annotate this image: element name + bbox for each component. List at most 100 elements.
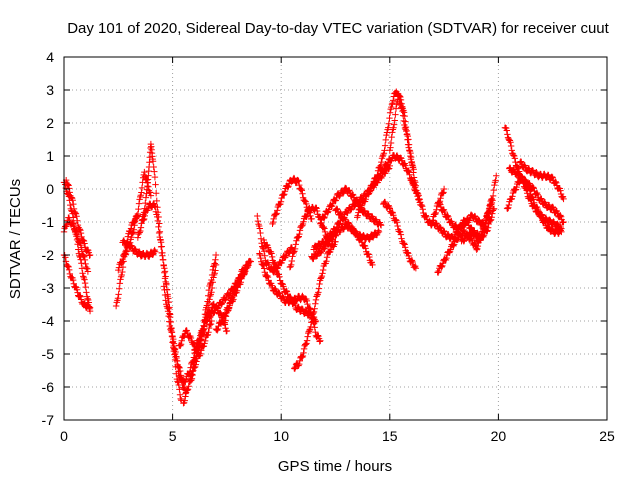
data-point [148,204,155,211]
data-point [408,159,415,166]
data-point [199,327,206,334]
data-point [176,391,184,398]
data-point [299,352,307,360]
data-point [127,242,135,249]
data-point [380,150,388,157]
data-point [530,196,537,203]
data-point [405,136,412,143]
data-point [162,273,169,280]
data-point [222,313,230,320]
data-point [166,322,174,330]
data-point [158,243,165,250]
data-point [357,206,364,214]
data-point [164,308,172,315]
data-point [70,200,77,208]
data-point [232,283,240,291]
data-point [159,249,166,257]
data-point [200,326,207,333]
data-point [391,117,398,124]
data-point [385,120,393,127]
data-point [86,304,94,311]
data-point [291,245,299,253]
data-point [299,305,306,313]
data-point [414,190,422,198]
data-point [409,258,416,266]
data-point [116,280,124,287]
data-point [382,136,389,144]
data-point [295,177,302,185]
data-point [394,222,401,230]
data-point [197,350,204,358]
data-point [157,239,165,246]
data-point [78,260,85,267]
data-point [408,257,415,265]
data-point [203,318,210,325]
data-point [268,250,275,257]
data-point [318,272,326,280]
data-point [260,262,267,269]
data-point [317,337,324,344]
data-point [303,337,311,344]
data-point [218,300,226,307]
data-point [160,261,167,269]
y-tick-label: -4 [42,313,55,329]
data-point [445,213,452,221]
data-point [480,232,488,239]
data-point [164,304,171,312]
data-point [393,219,401,226]
data-point [312,296,320,304]
data-point [296,227,304,234]
data-point [173,357,181,364]
data-point [387,157,395,165]
data-point [260,248,268,255]
data-point [83,289,90,296]
data-point [443,254,450,262]
data-point [331,241,338,248]
data-point [287,261,295,269]
data-point [82,260,89,268]
series-arc-29 [371,152,424,206]
data-point [320,214,328,222]
data-point [151,168,158,175]
data-point [77,296,85,303]
data-point [153,197,160,205]
data-point [432,210,439,218]
data-point [188,375,196,382]
data-point [257,254,264,262]
data-point [127,225,135,232]
data-point [485,220,492,228]
data-point [377,222,385,229]
data-point [86,305,93,313]
data-point [445,231,452,238]
data-point [137,227,144,235]
data-point [80,273,87,280]
data-point [518,173,525,180]
data-point [312,317,320,325]
data-point [541,218,549,225]
x-tick-label: 10 [273,428,289,444]
data-point [559,194,566,201]
data-point [462,221,469,228]
data-point [69,197,76,204]
data-point [514,169,521,176]
data-point [383,162,391,169]
data-point [136,248,143,255]
data-point [347,206,355,214]
data-point [345,219,352,226]
data-point [156,220,163,227]
data-point [418,201,425,209]
data-point [311,305,318,312]
data-point [557,212,564,219]
data-point [66,270,74,278]
data-point [336,221,343,228]
data-point [161,291,169,299]
data-point [545,223,553,231]
data-point [333,205,340,212]
data-point [538,214,546,222]
data-point [329,230,336,238]
data-point [229,291,236,298]
data-point [178,337,185,344]
data-point [303,340,310,347]
data-point [406,147,413,155]
